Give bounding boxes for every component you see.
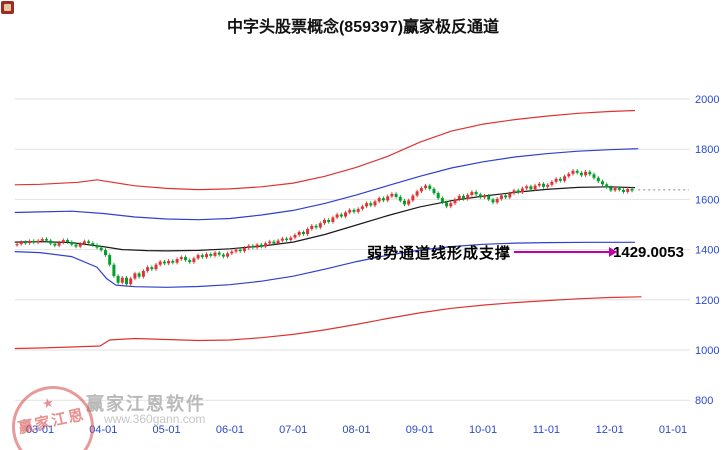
x-axis-label: 04-01 [89,424,117,436]
url-watermark: www.360gann.com [104,412,206,426]
x-axis-label: 11-01 [533,424,560,436]
x-axis: 03-01 04-01 05-01 06-01 07-01 08-01 09-01 10-01… [26,424,687,436]
upper-blue-channel [14,148,639,221]
x-axis-label: 01-01 [659,424,687,436]
lower-red-channel [14,296,642,350]
x-axis-label: 05-01 [153,424,181,436]
lower-blue-channel [14,241,635,288]
x-axis-label: 03-01 [26,424,54,436]
y-axis-label: 1600 [695,194,719,206]
y-axis-label: 2000 [695,94,719,106]
y-axis-label: 1400 [695,245,719,257]
y-axis-label: 1800 [695,144,719,156]
x-axis-label: 09-01 [406,424,434,436]
y-axis-label: 1000 [695,345,719,357]
brand-watermark: 赢家江恩软件 [86,394,206,414]
x-axis-label: 10-01 [469,424,497,436]
x-axis-label: 08-01 [342,424,370,436]
app-logo-icon [1,1,14,14]
candlestick-series [15,169,634,286]
x-axis-label: 06-01 [216,424,244,436]
annotation-arrow-icon [514,247,618,257]
y-axis-label: 800 [695,395,713,407]
chart-title: 中字头股票概念(859397)赢家极反通道 [226,19,500,36]
y-axis-label: 1200 [695,295,719,307]
upper-red-channel [14,109,636,191]
annotation-label: 弱势通道线形成支撑 [367,244,512,262]
arrowhead-icon [609,247,618,257]
support-annotation: 弱势通道线形成支撑 1429.0053 [367,243,684,262]
x-axis-label: 12-01 [596,424,624,436]
x-axis-label: 07-01 [279,424,307,436]
annotation-value: 1429.0053 [613,243,684,261]
